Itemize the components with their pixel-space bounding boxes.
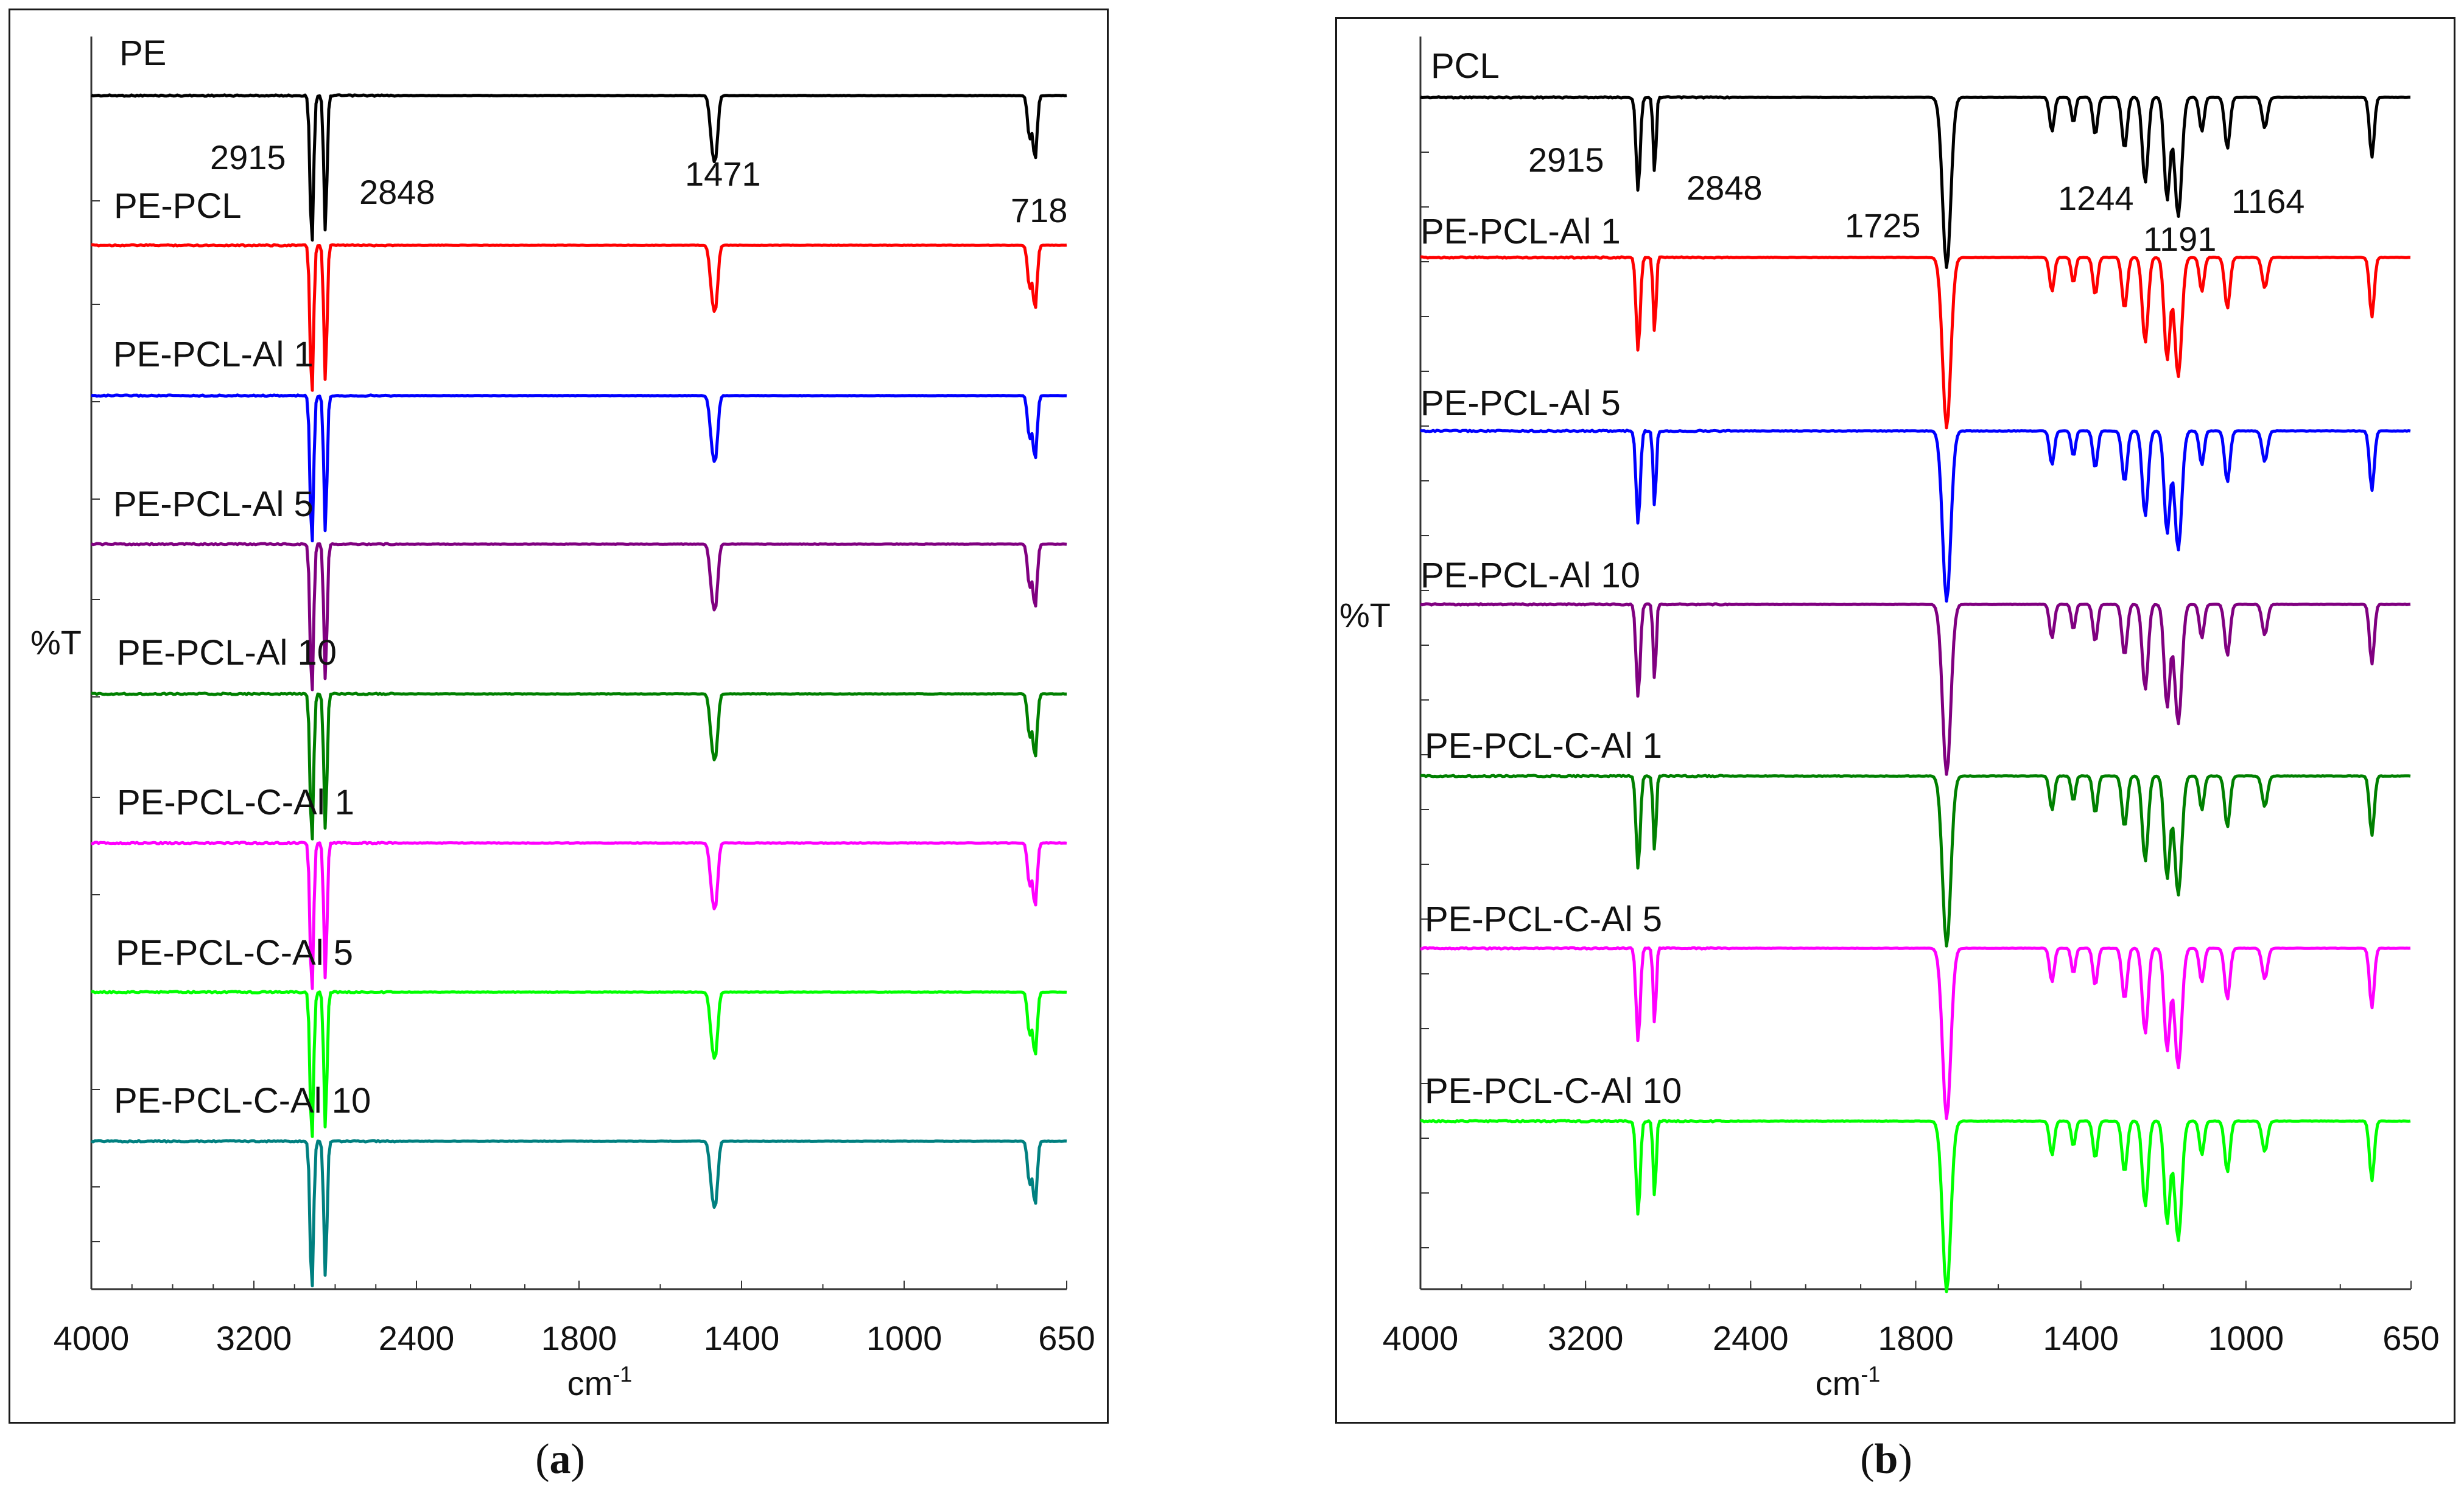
- peak-label-1244: 1244: [2058, 179, 2134, 217]
- spectrum-pe: [91, 93, 1067, 242]
- series-label-pe: PE: [119, 33, 166, 73]
- x-tick-label-1800: 1800: [1878, 1319, 1954, 1357]
- spectrum-pe-pcl-c-al-10: [1420, 1119, 2411, 1293]
- peak-label-1164: 1164: [2231, 182, 2304, 220]
- spectrum-pcl: [1420, 95, 2410, 269]
- series-label-pe-pcl-c-al-1: PE-PCL-C-Al 1: [117, 783, 354, 822]
- peak-label-718: 718: [1011, 191, 1067, 229]
- x-axis-label: cm-1: [1816, 1362, 1881, 1402]
- peak-label-1725: 1725: [1845, 206, 1921, 245]
- spectrum-pe-pcl-c-al-5: [1420, 946, 2411, 1121]
- x-tick-label-4000: 4000: [1383, 1319, 1459, 1357]
- x-tick-label-4000: 4000: [54, 1319, 130, 1357]
- x-tick-label-1000: 1000: [2208, 1319, 2284, 1357]
- spectrum-pe-pcl-al-1: [91, 393, 1067, 542]
- y-axis-label: %T: [30, 623, 82, 662]
- spectrum-pe-pcl-al-1: [1420, 255, 2411, 430]
- x-tick-label-650: 650: [2382, 1319, 2439, 1357]
- series-label-pe-pcl-c-al-1: PE-PCL-C-Al 1: [1425, 726, 1662, 766]
- x-tick-label-2400: 2400: [1713, 1319, 1789, 1357]
- peak-label-1471: 1471: [685, 155, 761, 193]
- spectrum-pe-pcl-c-al-10: [90, 1139, 1067, 1287]
- spectrum-pe-pcl-al-10: [91, 691, 1067, 841]
- series-label-pe-pcl-al-1: PE-PCL-Al 1: [1420, 212, 1621, 251]
- x-axis-label-sup: -1: [1861, 1362, 1880, 1387]
- series-label-pe-pcl-al-5: PE-PCL-Al 5: [113, 484, 314, 524]
- spectrum-pe-pcl-al-5: [1420, 428, 2411, 603]
- x-tick-label-1000: 1000: [866, 1319, 942, 1357]
- peak-label-2915: 2915: [1528, 141, 1604, 179]
- peak-label-1191: 1191: [2143, 220, 2216, 258]
- spectrum-pe-pcl: [91, 243, 1067, 392]
- y-axis-label: %T: [1339, 596, 1391, 634]
- series-label-pe-pcl-al-10: PE-PCL-Al 10: [117, 633, 337, 673]
- x-tick-label-1400: 1400: [704, 1319, 780, 1357]
- spectrum-pe-pcl-c-al-1: [1420, 774, 2411, 948]
- panel-b-frame: [1335, 17, 2455, 1424]
- series-label-pe-pcl-al-5: PE-PCL-Al 5: [1420, 383, 1621, 423]
- series-label-pcl: PCL: [1431, 46, 1500, 86]
- panel-b-caption: (b): [1860, 1436, 1912, 1483]
- spectrum-pe-pcl-al-10: [1420, 602, 2411, 776]
- series-label-pe-pcl-c-al-10: PE-PCL-C-Al 10: [114, 1081, 371, 1121]
- panel-a-caption: (a): [535, 1436, 585, 1483]
- x-axis-label-sup: -1: [612, 1362, 632, 1387]
- x-tick-label-1800: 1800: [541, 1319, 617, 1357]
- series-label-pe-pcl-c-al-5: PE-PCL-C-Al 5: [1425, 900, 1662, 939]
- spectrum-pe-pcl-c-al-1: [91, 841, 1067, 990]
- x-tick-label-3200: 3200: [1548, 1319, 1624, 1357]
- peak-label-2848: 2848: [359, 173, 435, 211]
- x-tick-label-650: 650: [1038, 1319, 1095, 1357]
- series-label-pe-pcl-al-1: PE-PCL-Al 1: [113, 335, 314, 374]
- x-tick-label-2400: 2400: [379, 1319, 455, 1357]
- spectrum-pe-pcl-al-5: [91, 542, 1067, 691]
- spectrum-pe-pcl-c-al-5: [91, 990, 1067, 1138]
- series-label-pe-pcl: PE-PCL: [114, 186, 242, 226]
- series-label-pe-pcl-al-10: PE-PCL-Al 10: [1420, 556, 1640, 595]
- x-tick-label-3200: 3200: [216, 1319, 292, 1357]
- peak-label-2848: 2848: [1687, 169, 1763, 207]
- x-tick-label-1400: 1400: [2043, 1319, 2119, 1357]
- series-label-pe-pcl-c-al-5: PE-PCL-C-Al 5: [116, 933, 353, 973]
- peak-label-2915: 2915: [210, 138, 286, 177]
- series-label-pe-pcl-c-al-10: PE-PCL-C-Al 10: [1425, 1071, 1682, 1111]
